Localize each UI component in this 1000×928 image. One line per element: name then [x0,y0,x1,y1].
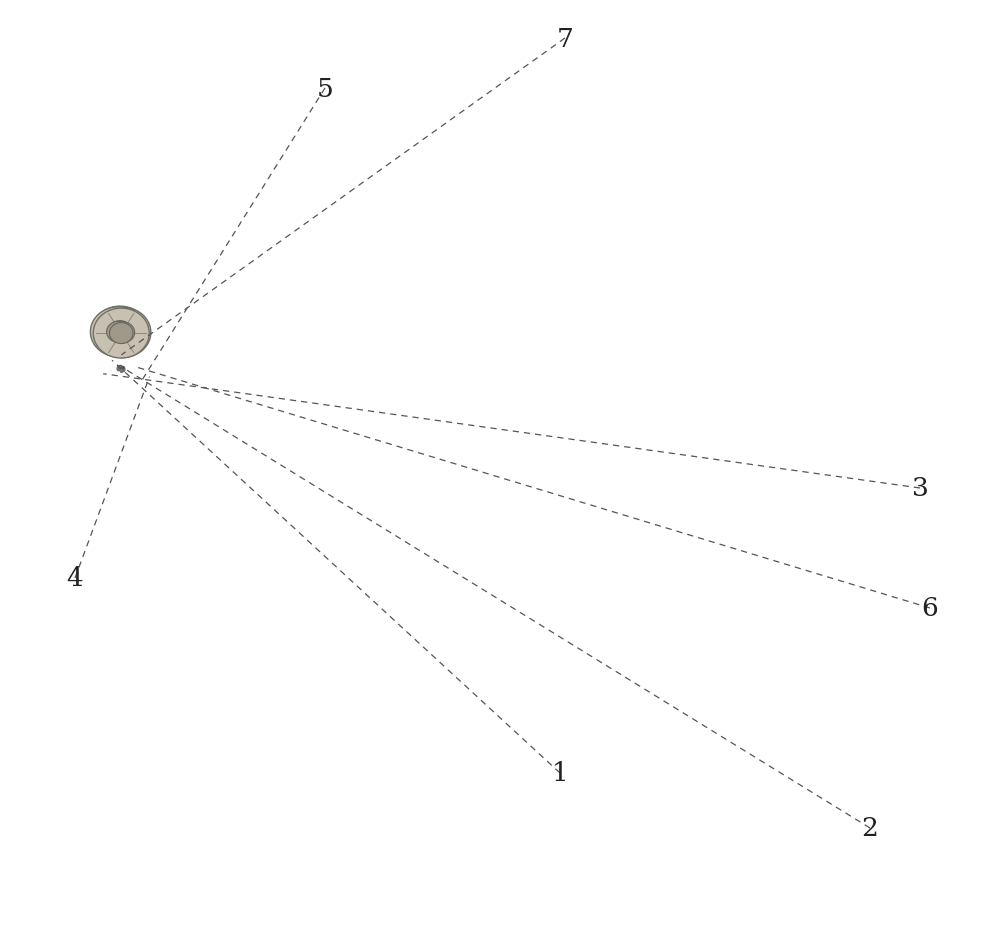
Polygon shape [136,316,145,325]
Polygon shape [136,337,145,345]
Polygon shape [90,307,146,357]
Polygon shape [95,333,103,340]
Polygon shape [104,348,113,356]
Polygon shape [99,311,108,320]
Text: 1: 1 [552,761,568,786]
Polygon shape [116,308,123,316]
Polygon shape [133,315,143,324]
Polygon shape [110,323,133,344]
Polygon shape [94,342,104,350]
Text: 4: 4 [67,566,83,591]
Text: 6: 6 [922,596,938,621]
Polygon shape [97,342,107,352]
Polygon shape [120,369,123,371]
Polygon shape [107,322,130,343]
Polygon shape [138,326,146,332]
Polygon shape [137,337,147,344]
Polygon shape [126,310,135,318]
Text: 5: 5 [317,76,333,101]
Polygon shape [131,346,141,355]
Polygon shape [121,367,123,368]
Text: 2: 2 [862,816,878,841]
Polygon shape [103,312,113,320]
Polygon shape [93,309,149,358]
Polygon shape [137,316,147,324]
Polygon shape [114,309,121,316]
Polygon shape [91,320,101,328]
Polygon shape [128,309,137,317]
Polygon shape [109,349,118,357]
Polygon shape [125,307,134,316]
Polygon shape [100,310,110,319]
Polygon shape [107,349,116,358]
Polygon shape [118,368,123,370]
Polygon shape [93,334,102,341]
Polygon shape [118,367,123,368]
Polygon shape [90,332,99,339]
Polygon shape [108,321,132,342]
Polygon shape [121,370,123,372]
Polygon shape [120,349,127,356]
Polygon shape [96,341,106,350]
Polygon shape [106,347,115,355]
Polygon shape [121,351,128,358]
Polygon shape [142,327,151,333]
Polygon shape [111,307,118,316]
Text: 7: 7 [557,27,573,51]
Polygon shape [101,312,111,321]
Polygon shape [141,328,149,334]
Polygon shape [94,321,104,329]
Polygon shape [130,344,140,354]
Polygon shape [139,339,148,346]
Polygon shape [113,307,120,315]
Polygon shape [128,345,138,354]
Polygon shape [123,351,130,358]
Polygon shape [118,369,123,371]
Polygon shape [120,368,123,369]
Polygon shape [111,323,135,343]
Text: 3: 3 [912,476,928,501]
Polygon shape [124,308,132,316]
Polygon shape [121,369,123,370]
Polygon shape [134,314,144,323]
Polygon shape [120,367,123,368]
Polygon shape [140,338,150,345]
Polygon shape [92,307,148,356]
Polygon shape [118,368,123,370]
Polygon shape [139,326,148,331]
Polygon shape [118,367,123,368]
Polygon shape [99,342,109,351]
Polygon shape [118,350,126,357]
Polygon shape [93,319,103,327]
Polygon shape [96,320,105,329]
Polygon shape [92,331,101,338]
Polygon shape [95,308,151,358]
Polygon shape [133,346,143,354]
Polygon shape [118,369,123,371]
